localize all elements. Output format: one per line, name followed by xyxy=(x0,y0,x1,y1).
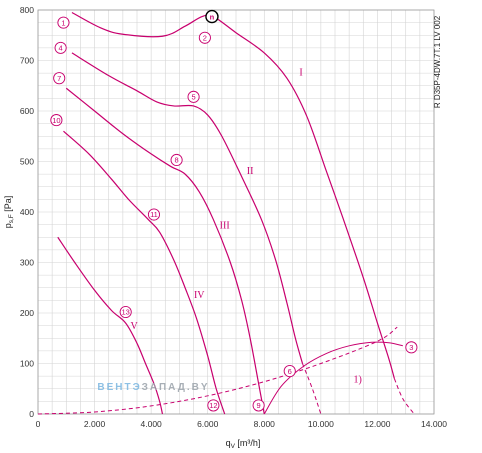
y-tick-label: 600 xyxy=(20,106,34,116)
x-axis-label: qV [m³/h] xyxy=(226,438,261,450)
y-tick-label: 500 xyxy=(20,157,34,167)
marker-label-8: 8 xyxy=(175,156,179,165)
series-label-IV: IV xyxy=(194,290,205,301)
marker-label-9: 9 xyxy=(257,401,261,410)
system-curve xyxy=(37,326,398,415)
grid xyxy=(37,9,435,415)
x-tick-label: 14.000 xyxy=(421,419,447,429)
marker-label-10: 10 xyxy=(52,116,60,125)
y-axis-label-unit: [Pa] xyxy=(3,196,13,215)
y-tick-label: 200 xyxy=(20,308,34,318)
marker-circle-12 xyxy=(207,399,220,412)
watermark-part-c: .BY xyxy=(187,382,210,393)
series-label-V: V xyxy=(131,321,139,332)
system-curve-label: 1) xyxy=(353,375,361,386)
y-tick-label: 400 xyxy=(20,207,34,217)
tick-labels: 0 2.000 4.000 6.000 8.000 10.000 12.000 14.000 0… xyxy=(20,5,447,429)
marker-circle-11 xyxy=(147,208,161,221)
watermark-part-b: ЗАПАД xyxy=(142,382,187,393)
series-line-I xyxy=(71,11,395,379)
marker-label-6: 6 xyxy=(288,367,292,376)
marker-circle-1 xyxy=(57,16,70,29)
plot-frame xyxy=(37,9,435,415)
y-tick-label: 300 xyxy=(20,258,34,268)
x-tick-label: 0 xyxy=(36,419,41,429)
marker-label-12: 12 xyxy=(209,401,217,410)
marker-circle-4 xyxy=(54,41,67,54)
marker-circle-5 xyxy=(187,90,200,103)
y-axis-label-sub: s,F xyxy=(8,214,15,223)
series-line-V xyxy=(57,236,164,415)
chart-side-title: R D35P-4DW.7T.1 LV 002 xyxy=(433,15,442,108)
series-line-III xyxy=(65,87,265,415)
series-label-II: II xyxy=(247,166,254,177)
x-tick-label: 4.000 xyxy=(141,419,163,429)
marker-label-3: 3 xyxy=(409,343,413,352)
series-extension-I xyxy=(393,378,415,415)
marker-circle-8 xyxy=(170,153,183,167)
marker-circle-13 xyxy=(119,305,132,319)
y-tick-label: 800 xyxy=(20,5,34,15)
marker-label-n: n xyxy=(210,13,215,22)
marker-circle-6 xyxy=(283,365,296,378)
y-tick-label: 700 xyxy=(20,56,34,66)
marker-circle-n xyxy=(205,9,219,24)
marker-circle-3 xyxy=(405,341,418,354)
efficiency-curve xyxy=(263,341,403,415)
watermark-part-a: ВЕНТЭ xyxy=(97,382,141,393)
x-tick-label: 6.000 xyxy=(197,419,219,429)
marker-circle-9 xyxy=(252,399,265,412)
marker-label-2: 2 xyxy=(203,33,207,42)
marker-label-13: 13 xyxy=(122,308,130,317)
series-label-III: III xyxy=(220,221,230,232)
x-axis-label-main: q xyxy=(226,438,231,448)
curves xyxy=(37,11,415,415)
x-tick-label: 12.000 xyxy=(364,419,390,429)
x-tick-label: 10.000 xyxy=(308,419,334,429)
x-tick-label: 8.000 xyxy=(254,419,276,429)
x-axis-label-sub: V xyxy=(231,443,236,450)
y-axis-label-main: p xyxy=(3,223,13,228)
x-axis-label-unit: [m³/h] xyxy=(235,438,261,448)
watermark: ВЕНТЭЗАПАД.BY xyxy=(97,382,209,393)
marker-label-11: 11 xyxy=(150,210,158,219)
series-line-IV xyxy=(63,130,226,415)
series-line-II xyxy=(71,52,304,364)
marker-label-5: 5 xyxy=(191,93,195,102)
marker-label-7: 7 xyxy=(57,74,61,83)
marker-circle-7 xyxy=(53,72,66,85)
y-axis-label: ps,F [Pa] xyxy=(3,196,15,229)
marker-label-4: 4 xyxy=(59,44,63,53)
x-tick-label: 2.000 xyxy=(84,419,106,429)
marker-label-1: 1 xyxy=(61,18,65,27)
marker-circle-2 xyxy=(198,31,211,44)
series-label-I: I xyxy=(299,68,302,79)
marker-circle-10 xyxy=(50,114,63,127)
y-tick-label: 0 xyxy=(29,409,34,419)
y-tick-label: 100 xyxy=(20,359,34,369)
